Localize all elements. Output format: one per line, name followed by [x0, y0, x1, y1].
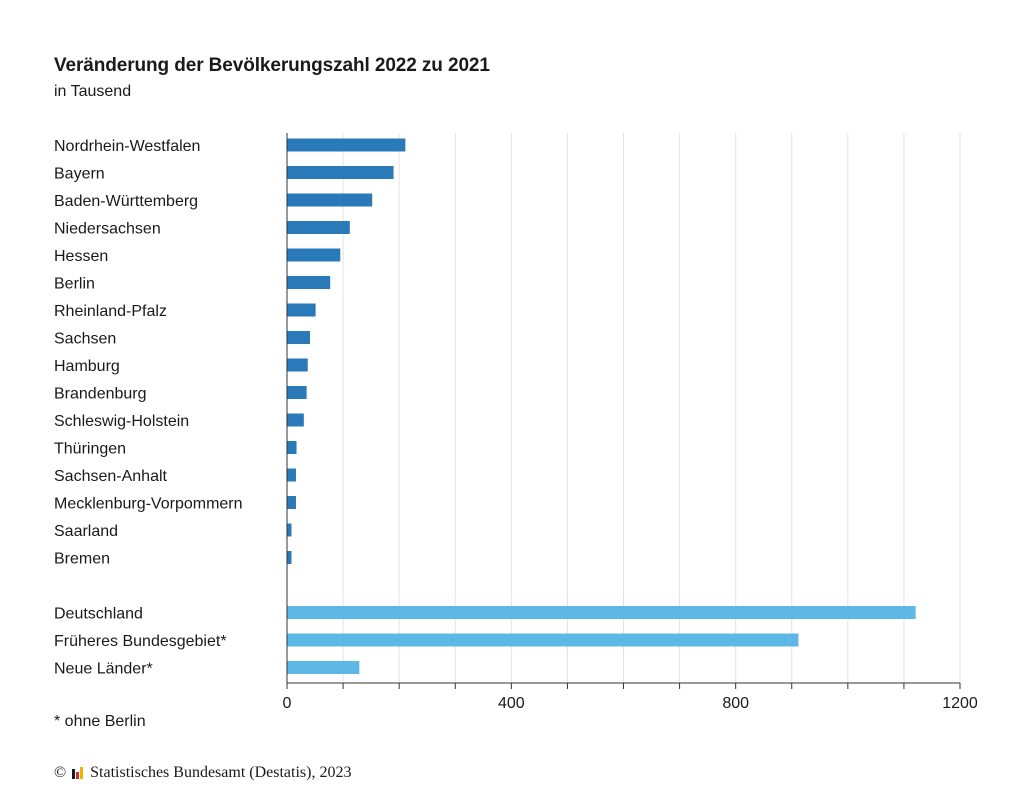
- chart-title: Veränderung der Bevölkerungszahl 2022 zu…: [54, 55, 490, 76]
- category-label: Früheres Bundesgebiet*: [54, 633, 227, 650]
- category-label: Schleswig-Holstein: [54, 413, 189, 430]
- bar-sachsen-anhalt: [287, 468, 296, 482]
- category-label: Bremen: [54, 551, 110, 568]
- category-label: Nordrhein-Westfalen: [54, 138, 200, 155]
- category-label: Berlin: [54, 276, 95, 293]
- category-label: Sachsen: [54, 331, 116, 348]
- source-text: Statistisches Bundesamt (Destatis), 2023: [90, 764, 352, 781]
- bar-mecklenburg-vorpommern: [287, 496, 296, 509]
- bar-baden-württemberg: [287, 193, 373, 207]
- bar-thüringen: [287, 441, 297, 454]
- grid-lines: [342, 133, 961, 683]
- category-label: Saarland: [54, 523, 118, 540]
- bar-nordrhein-westfalen: [287, 138, 406, 152]
- x-tick-label: 1200: [942, 695, 978, 712]
- category-label: Niedersachsen: [54, 221, 161, 238]
- bar-hessen: [287, 248, 341, 262]
- category-label: Neue Länder*: [54, 661, 153, 678]
- category-label: Hessen: [54, 248, 108, 265]
- bar-niedersachsen: [287, 221, 350, 234]
- bar-bremen: [287, 551, 292, 564]
- bar-schleswig-holstein: [287, 413, 304, 427]
- bar-saarland: [287, 523, 292, 537]
- footnote: * ohne Berlin: [54, 713, 146, 730]
- category-label: Brandenburg: [54, 386, 147, 403]
- bar-früheres-bundesgebiet: [287, 633, 799, 647]
- chart-subtitle: in Tausend: [54, 83, 132, 100]
- copyright-symbol: ©: [54, 764, 67, 781]
- x-tick-label: 400: [498, 695, 525, 712]
- category-label: Baden-Württemberg: [54, 193, 198, 210]
- category-labels: Nordrhein-Westfalen Bayern Baden-Württembe…: [54, 138, 243, 678]
- category-label: Hamburg: [54, 358, 120, 375]
- bar-neue-länder: [287, 661, 360, 674]
- bar-hamburg: [287, 358, 308, 372]
- bar-bayern: [287, 166, 394, 179]
- category-label: Mecklenburg-Vorpommern: [54, 496, 243, 513]
- category-label: Deutschland: [54, 606, 143, 623]
- category-label: Rheinland-Pfalz: [54, 303, 167, 320]
- source-credit: © Statistisches Bundesamt (Destatis), 20…: [54, 764, 351, 782]
- x-tick-label: 800: [722, 695, 749, 712]
- bar-sachsen: [287, 331, 310, 344]
- bar-deutschland: [287, 606, 916, 619]
- category-label: Sachsen-Anhalt: [54, 468, 168, 485]
- x-tick-label: 0: [283, 695, 292, 712]
- bar-berlin: [287, 276, 331, 289]
- bars: [287, 138, 916, 674]
- bar-rheinland-pfalz: [287, 303, 316, 317]
- bar-brandenburg: [287, 386, 307, 399]
- category-label: Bayern: [54, 166, 105, 183]
- destatis-logo-icon: [72, 767, 84, 779]
- category-label: Thüringen: [54, 441, 126, 458]
- x-axis: 0 400 800 1200: [283, 133, 978, 712]
